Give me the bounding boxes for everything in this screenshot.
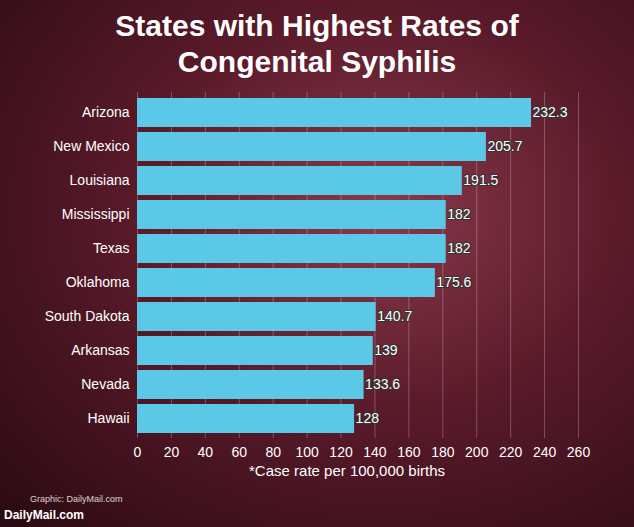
svg-text:0: 0 [134,444,142,460]
svg-text:139: 139 [374,342,398,358]
svg-text:182: 182 [447,206,471,222]
html-text:DailyMail.com: DailyMail.com [4,508,84,522]
svg-text:60: 60 [231,444,247,460]
svg-text:Mississippi: Mississippi [62,206,130,222]
svg-text:100: 100 [295,444,319,460]
svg-text:Oklahoma: Oklahoma [66,274,130,290]
svg-text:Arkansas: Arkansas [71,342,129,358]
svg-text:140.7: 140.7 [377,308,412,324]
svg-text:Louisiana: Louisiana [70,172,130,188]
svg-text:New Mexico: New Mexico [53,138,129,154]
svg-text:240: 240 [533,444,557,460]
svg-text:Hawaii: Hawaii [87,410,129,426]
svg-text:200: 200 [465,444,489,460]
svg-text:160: 160 [397,444,421,460]
svg-text:20: 20 [164,444,180,460]
svg-text:Arizona: Arizona [82,104,130,120]
svg-text:120: 120 [329,444,353,460]
svg-text:140: 140 [363,444,387,460]
html-text:Graphic: DailyMail.com: Graphic: DailyMail.com [30,494,123,504]
svg-text:232.3: 232.3 [533,104,568,120]
svg-text:40: 40 [198,444,214,460]
svg-text:182: 182 [447,240,471,256]
svg-text:Nevada: Nevada [81,376,129,392]
html-text:*Case rate per 100,000 births: *Case rate per 100,000 births [249,462,445,479]
svg-text:180: 180 [431,444,455,460]
svg-text:205.7: 205.7 [487,138,522,154]
svg-text:South Dakota: South Dakota [45,308,130,324]
svg-text:220: 220 [499,444,523,460]
svg-text:Texas: Texas [93,240,130,256]
svg-text:260: 260 [567,444,591,460]
svg-text:191.5: 191.5 [463,172,498,188]
svg-text:175.6: 175.6 [436,274,471,290]
svg-text:128: 128 [356,410,380,426]
svg-text:133.6: 133.6 [365,376,400,392]
html-text:States with Highest Rates of C: States with Highest Rates of Congenital … [115,9,519,78]
svg-text:80: 80 [265,444,281,460]
